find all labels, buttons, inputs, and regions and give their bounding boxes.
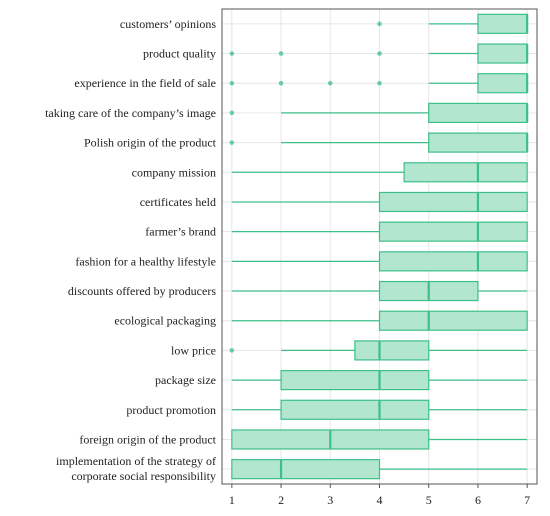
category-label: company mission	[132, 165, 216, 179]
x-tick-label: 2	[278, 493, 284, 507]
box	[378, 191, 528, 213]
category-label: foreign origin of the product	[79, 432, 216, 446]
outlier-point	[229, 80, 235, 86]
category-label: discounts offered by producers	[68, 284, 216, 298]
outlier-point	[229, 110, 235, 116]
box	[280, 399, 430, 420]
outlier-point	[278, 51, 284, 56]
category-label: package size	[155, 373, 216, 387]
x-tick-label: 5	[426, 493, 432, 507]
category-label: farmer’s brand	[145, 225, 216, 239]
box	[231, 459, 381, 480]
box	[477, 73, 528, 94]
box	[378, 251, 528, 272]
category-label: fashion for a healthy lifestyle	[75, 254, 216, 268]
category-label: customers’ opinions	[120, 17, 216, 31]
x-tick-label: 1	[229, 493, 235, 507]
outlier-point	[229, 140, 235, 145]
box	[428, 132, 528, 153]
box	[428, 102, 528, 124]
outlier-point	[377, 80, 382, 86]
outlier-point	[229, 348, 235, 353]
x-tick-label: 6	[475, 493, 481, 507]
category-label: implementation of the strategy of corpora…	[56, 454, 216, 483]
category-label-line: implementation of the strategy of	[56, 454, 216, 468]
outlier-point	[377, 21, 382, 27]
category-label-line: corporate social responsibility	[71, 469, 216, 483]
box	[378, 310, 528, 331]
box	[403, 162, 528, 183]
category-label: experience in the field of sale	[74, 76, 216, 90]
box	[477, 13, 528, 34]
category-label: product quality	[143, 47, 216, 61]
category-label: certificates held	[140, 195, 216, 209]
outlier-point	[278, 80, 284, 86]
box	[354, 340, 430, 361]
category-label: product promotion	[126, 403, 216, 417]
box	[280, 369, 430, 391]
category-label: ecological packaging	[114, 314, 216, 328]
category-label: taking care of the company’s image	[45, 106, 216, 120]
x-tick-label: 3	[327, 493, 333, 507]
box	[477, 43, 528, 64]
x-tick-label: 7	[524, 493, 530, 507]
outlier-point	[327, 80, 333, 86]
box	[378, 221, 528, 242]
outlier-point	[229, 51, 235, 56]
category-label: low price	[171, 343, 216, 357]
category-label: Polish origin of the product	[84, 136, 217, 150]
x-tick-label: 4	[377, 493, 383, 507]
outlier-point	[377, 51, 382, 56]
